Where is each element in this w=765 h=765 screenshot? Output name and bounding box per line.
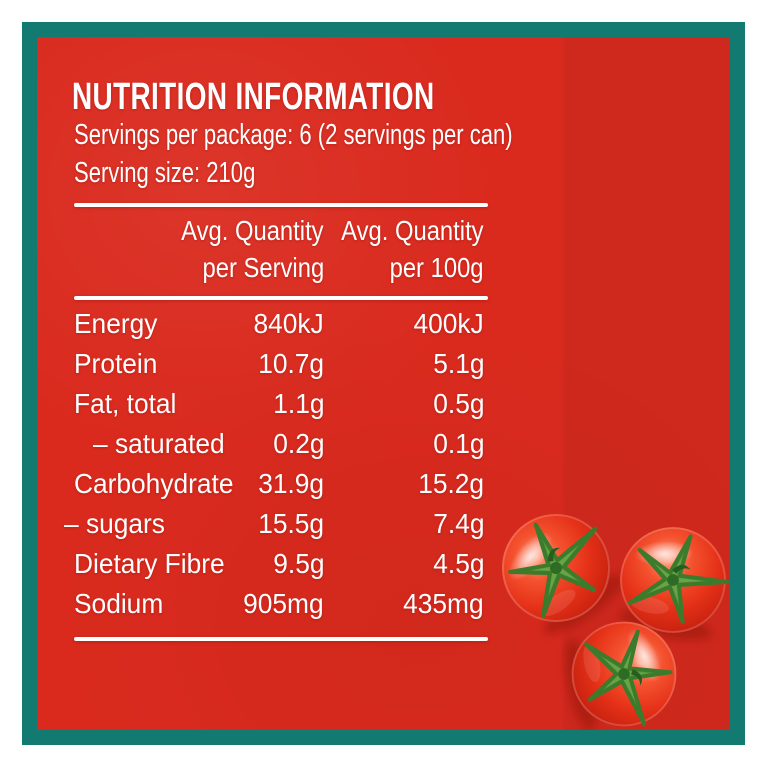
cell-per-100g: 400kJ <box>413 308 484 339</box>
cell-label: Carbohydrate <box>74 468 234 499</box>
cell-label: – saturated <box>93 428 225 459</box>
table-row-protein: Protein 10.7g 5.1g <box>74 344 488 384</box>
table-row-saturated-fat: – saturated 0.2g 0.1g <box>74 424 488 464</box>
table-row-fat-total: Fat, total 1.1g 0.5g <box>74 384 488 424</box>
table-row-energy: Energy 840kJ 400kJ <box>74 304 488 344</box>
divider-bottom-rule <box>74 637 488 641</box>
cell-per-serving: 31.9g <box>258 468 324 499</box>
table-row-dietary-fibre: Dietary Fibre 9.5g 4.5g <box>74 544 488 584</box>
cell-per-100g: 5.1g <box>432 348 484 379</box>
teal-frame: NUTRITION INFORMATION Servings per packa… <box>22 22 745 745</box>
nutrition-table: Energy 840kJ 400kJ Protein 10.7g 5.1g Fa… <box>64 304 488 624</box>
cell-per-serving: 1.1g <box>272 388 324 419</box>
serving-size-line: Serving size: 210g <box>74 157 256 189</box>
cell-per-100g: 15.2g <box>418 468 484 499</box>
table-row-sugars: – sugars 15.5g 7.4g <box>64 504 488 544</box>
divider-header-rule <box>74 296 488 300</box>
cell-per-serving: 840kJ <box>253 308 324 339</box>
table-row-carbohydrate: Carbohydrate 31.9g 15.2g <box>74 464 488 504</box>
cell-per-serving: 0.2g <box>272 428 324 459</box>
column-header-per-100g: Avg. Quantity per 100g <box>341 215 484 283</box>
cell-per-100g: 0.5g <box>432 388 484 419</box>
cherry-tomatoes-image <box>490 498 730 730</box>
cell-per-100g: 7.4g <box>432 508 484 539</box>
panel-title-text: NUTRITION INFORMATION <box>72 76 435 118</box>
cell-label: Energy <box>74 308 158 339</box>
divider-top-rule <box>74 203 488 207</box>
cell-per-100g: 0.1g <box>432 428 484 459</box>
column-header-per-serving: Avg. Quantity per Serving <box>181 215 324 283</box>
cell-per-100g: 4.5g <box>432 548 484 579</box>
table-row-sodium: Sodium 905mg 435mg <box>74 584 488 624</box>
panel-title: NUTRITION INFORMATION <box>72 78 565 116</box>
cell-per-serving: 9.5g <box>272 548 324 579</box>
cell-per-serving: 15.5g <box>258 508 324 539</box>
cell-label: Dietary Fibre <box>74 548 225 579</box>
cell-per-serving: 10.7g <box>258 348 324 379</box>
serving-info: Servings per package: 6 (2 servings per … <box>74 116 651 192</box>
cell-per-serving: 905mg <box>243 588 324 619</box>
servings-per-package-line: Servings per package: 6 (2 servings per … <box>74 119 513 151</box>
cell-label: – sugars <box>64 508 165 539</box>
cell-per-100g: 435mg <box>403 588 484 619</box>
cell-label: Sodium <box>74 588 164 619</box>
cell-label: Protein <box>74 348 158 379</box>
red-label-panel: NUTRITION INFORMATION Servings per packa… <box>37 37 730 730</box>
cell-label: Fat, total <box>74 388 177 419</box>
